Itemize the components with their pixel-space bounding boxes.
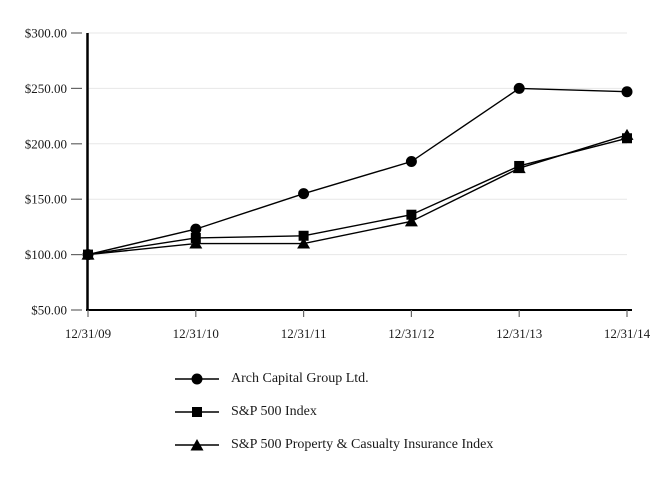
legend-item-sp500: S&P 500 Index bbox=[175, 395, 493, 428]
legend-item-arch-capital: Arch Capital Group Ltd. bbox=[175, 362, 493, 395]
legend-label: Arch Capital Group Ltd. bbox=[231, 370, 369, 386]
triangle-marker-icon bbox=[175, 438, 219, 450]
svg-text:12/31/14: 12/31/14 bbox=[604, 326, 651, 341]
svg-text:$250.00: $250.00 bbox=[25, 81, 67, 96]
circle-marker-icon bbox=[175, 373, 219, 384]
square-marker-icon bbox=[175, 406, 219, 417]
chart-legend: Arch Capital Group Ltd. S&P 500 Index S&… bbox=[175, 362, 493, 461]
legend-label: S&P 500 Index bbox=[231, 403, 317, 419]
svg-text:12/31/12: 12/31/12 bbox=[388, 326, 434, 341]
performance-line-chart: $300.00 $250.00 $200.00 $150.00 $100.00 $50.0… bbox=[25, 26, 651, 342]
svg-text:$300.00: $300.00 bbox=[25, 26, 67, 41]
svg-text:12/31/10: 12/31/10 bbox=[173, 326, 219, 341]
legend-label: S&P 500 Property & Casualty Insurance In… bbox=[231, 436, 494, 452]
svg-text:$200.00: $200.00 bbox=[25, 136, 67, 151]
legend-item-sp500-pc-insurance: S&P 500 Property & Casualty Insurance In… bbox=[175, 428, 493, 461]
svg-text:$150.00: $150.00 bbox=[25, 192, 67, 207]
svg-text:12/31/11: 12/31/11 bbox=[281, 326, 327, 341]
svg-text:$50.00: $50.00 bbox=[31, 303, 67, 318]
svg-text:12/31/13: 12/31/13 bbox=[496, 326, 542, 341]
svg-text:12/31/09: 12/31/09 bbox=[65, 326, 111, 341]
svg-text:$100.00: $100.00 bbox=[25, 247, 67, 262]
